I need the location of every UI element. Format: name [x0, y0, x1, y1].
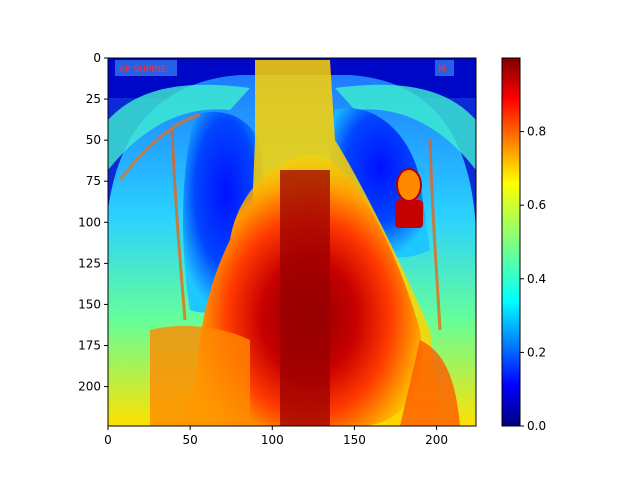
x-axis: 0 50 100 150 200 — [104, 426, 448, 447]
x-tick-label: 50 — [183, 433, 198, 447]
overlay-label-right: M — [438, 65, 446, 75]
x-tick-label: 100 — [261, 433, 284, 447]
xray-heatmap: AP SUPINE M — [108, 58, 476, 426]
image-frame — [107, 57, 477, 427]
y-tick-label: 200 — [78, 380, 101, 394]
y-axis: 0 25 50 75 100 125 150 175 200 — [78, 51, 108, 394]
x-tick-label: 0 — [104, 433, 112, 447]
y-tick-label: 50 — [86, 133, 101, 147]
y-tick-label: 125 — [78, 256, 101, 270]
colorbar-tick-label: 0.6 — [527, 198, 546, 212]
y-tick-label: 0 — [93, 51, 101, 65]
colorbar-tick-label: 0.2 — [527, 345, 546, 359]
overlay-label-left: AP SUPINE — [119, 65, 167, 75]
colorbar — [501, 57, 521, 427]
y-tick-label: 175 — [78, 339, 101, 353]
x-tick-label: 200 — [425, 433, 448, 447]
y-tick-label: 75 — [86, 174, 101, 188]
y-tick-label: 25 — [86, 92, 101, 106]
colorbar-tick-label: 0.0 — [527, 419, 546, 433]
y-tick-label: 100 — [78, 215, 101, 229]
y-tick-label: 150 — [78, 297, 101, 311]
colorbar-axis: 0.0 0.2 0.4 0.6 0.8 — [520, 125, 546, 433]
x-tick-label: 150 — [343, 433, 366, 447]
colorbar-tick-label: 0.4 — [527, 272, 546, 286]
colorbar-tick-label: 0.8 — [527, 125, 546, 139]
